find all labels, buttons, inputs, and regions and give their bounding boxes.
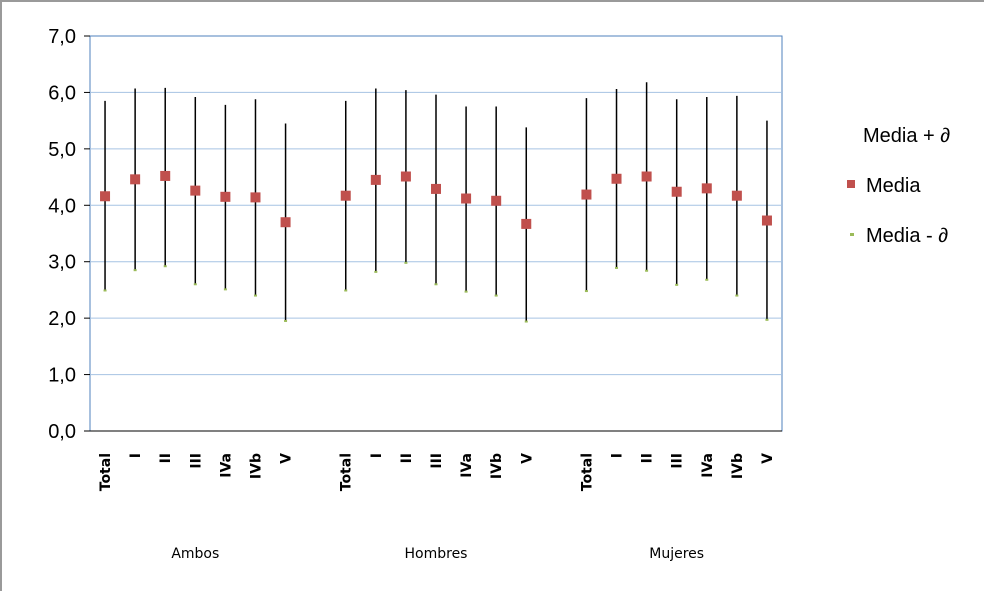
x-category-label: V — [760, 453, 776, 464]
minus-marker — [434, 283, 438, 286]
y-tick-label: 1,0 — [48, 365, 76, 387]
x-axis-categories: Total I II III IVa IVb V Total I II III IVa IVb V Tota… — [98, 453, 776, 491]
mean-marker — [400, 171, 411, 182]
x-category-label: IVb — [730, 453, 746, 479]
y-tick-label: 3,0 — [48, 252, 76, 274]
mean-marker — [100, 191, 111, 202]
x-category-label: I — [369, 453, 385, 458]
minus-marker — [223, 288, 227, 291]
legend-label: Media — [866, 175, 921, 197]
x-category-label: I — [610, 453, 626, 458]
data-marks — [100, 82, 772, 323]
mean-marker — [190, 185, 201, 196]
mean-marker — [611, 173, 622, 184]
x-category-label: IVb — [489, 453, 505, 479]
minus-marker — [103, 289, 107, 292]
y-tick-label: 2,0 — [48, 308, 76, 330]
minus-marker — [615, 266, 619, 269]
legend: Media + ∂ Media Media - ∂ — [847, 125, 950, 247]
minus-marker — [765, 318, 769, 321]
minus-marker — [404, 261, 408, 264]
y-tick-label: 5,0 — [48, 139, 76, 161]
minus-marker — [705, 278, 709, 281]
mean-marker — [491, 195, 502, 206]
minus-marker — [163, 265, 167, 268]
mean-marker — [250, 192, 261, 203]
x-axis-groups: Ambos Hombres Mujeres — [171, 546, 704, 562]
minus-marker — [284, 319, 288, 322]
mean-marker — [701, 183, 712, 194]
y-tick-label: 0,0 — [48, 421, 76, 443]
mean-marker — [521, 218, 532, 229]
mean-marker — [731, 190, 742, 201]
mean-marker — [340, 190, 351, 201]
y-tick-label: 7,0 — [48, 26, 76, 48]
y-tick-label: 4,0 — [48, 195, 76, 217]
x-category-label: V — [279, 453, 295, 464]
legend-mean-marker — [847, 180, 855, 188]
x-category-label: II — [640, 453, 656, 463]
mean-marker — [160, 170, 171, 181]
x-category-label: IVa — [218, 453, 234, 478]
x-category-label: IVa — [700, 453, 716, 478]
mean-marker — [671, 186, 682, 197]
minus-marker — [344, 289, 348, 292]
mean-marker — [761, 215, 772, 226]
minus-marker — [253, 294, 257, 297]
legend-minus-marker — [850, 233, 854, 236]
mean-marker — [641, 171, 652, 182]
mean-marker — [280, 217, 291, 228]
x-category-label: III — [188, 453, 204, 469]
y-axis-ticks: 0,0 1,0 2,0 3,0 4,0 5,0 6,0 7,0 — [48, 26, 90, 443]
x-category-label: Total — [339, 453, 355, 491]
mean-marker — [461, 193, 472, 204]
x-category-label: II — [399, 453, 415, 463]
x-category-label: II — [158, 453, 174, 463]
minus-marker — [374, 270, 378, 273]
x-category-label: V — [519, 453, 535, 464]
mean-marker — [220, 191, 231, 202]
x-group-label: Mujeres — [649, 546, 704, 562]
x-category-label: IVb — [248, 453, 264, 479]
mean-marker — [370, 174, 381, 185]
legend-label: Media - ∂ — [866, 225, 948, 247]
mean-marker — [431, 183, 441, 194]
y-tick-label: 6,0 — [48, 82, 76, 104]
minus-marker — [193, 283, 197, 286]
x-group-label: Hombres — [405, 546, 468, 562]
x-category-label: IVa — [459, 453, 475, 478]
x-category-label: III — [429, 453, 445, 469]
minus-marker — [524, 320, 528, 323]
x-group-label: Ambos — [171, 546, 219, 562]
x-category-label: Total — [98, 453, 114, 491]
minus-marker — [675, 283, 679, 286]
minus-marker — [133, 269, 137, 272]
minus-marker — [464, 290, 468, 293]
mean-marker — [581, 189, 592, 200]
minus-marker — [645, 269, 649, 272]
legend-label: Media + ∂ — [863, 125, 950, 147]
minus-marker — [735, 294, 739, 297]
mean-marker — [130, 174, 141, 185]
x-category-label: Total — [579, 453, 595, 491]
minus-marker — [494, 294, 498, 297]
minus-marker — [584, 290, 588, 293]
x-category-label: III — [670, 453, 686, 469]
x-category-label: I — [128, 453, 144, 458]
